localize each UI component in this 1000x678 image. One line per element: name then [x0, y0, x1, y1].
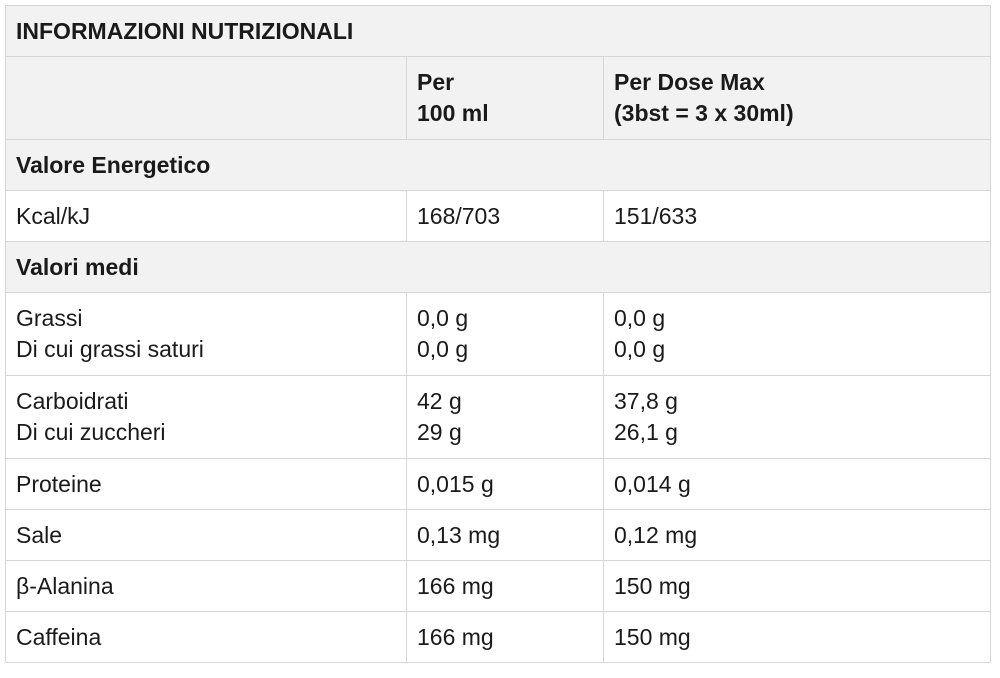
- row-value-per-dose: 37,8 g 26,1 g: [602, 375, 992, 459]
- row-value-line: 29 g: [417, 419, 462, 445]
- row-value-per-dose: 0,0 g 0,0 g: [602, 292, 992, 376]
- row-label: Proteine: [5, 458, 407, 510]
- table-row: Sale 0,13 mg 0,12 mg: [5, 509, 992, 561]
- table-row: Carboidrati Di cui zuccheri 42 g 29 g 37…: [5, 375, 992, 459]
- header-per-100ml-line: 100 ml: [417, 100, 489, 126]
- row-label: Grassi Di cui grassi saturi: [5, 292, 407, 376]
- row-label-line: Di cui grassi saturi: [16, 336, 204, 362]
- row-value-per-100ml: 0,0 g 0,0 g: [406, 292, 604, 376]
- row-value-per-dose: 150 mg: [602, 560, 992, 612]
- row-label: Kcal/kJ: [5, 190, 407, 242]
- row-value-per-dose: 151/633: [602, 190, 992, 242]
- row-value-per-100ml: 0,015 g: [406, 458, 604, 510]
- header-empty-cell: [5, 56, 407, 140]
- row-value-line: 37,8 g: [614, 388, 678, 414]
- section-row-avg: Valori medi: [4, 241, 992, 293]
- column-header-row: Per 100 ml Per Dose Max (3bst = 3 x 30ml…: [5, 56, 992, 140]
- table-row: Grassi Di cui grassi saturi 0,0 g 0,0 g …: [5, 292, 992, 376]
- row-value-per-dose: 150 mg: [602, 611, 992, 663]
- row-value-line: 0,0 g: [417, 305, 469, 331]
- table-row: β-Alanina 166 mg 150 mg: [5, 560, 992, 612]
- row-value-per-dose: 0,014 g: [602, 458, 992, 510]
- row-label: Sale: [5, 509, 407, 561]
- table-row: Caffeina 166 mg 150 mg: [5, 611, 992, 663]
- header-per-100ml-line: Per: [417, 69, 455, 95]
- table-row: Kcal/kJ 168/703 151/633: [5, 190, 992, 242]
- header-per-dose-line: Per Dose Max: [614, 69, 765, 95]
- row-value-per-100ml: 42 g 29 g: [406, 375, 604, 459]
- row-value-line: 42 g: [417, 388, 462, 414]
- row-value-line: 0,0 g: [417, 336, 469, 362]
- section-title-energy: Valore Energetico: [4, 139, 992, 191]
- row-value-per-100ml: 166 mg: [406, 611, 604, 663]
- row-label-line: Grassi: [16, 305, 83, 331]
- row-value-per-100ml: 166 mg: [406, 560, 604, 612]
- row-label: Carboidrati Di cui zuccheri: [5, 375, 407, 459]
- table-title-row: INFORMAZIONI NUTRIZIONALI: [4, 5, 992, 57]
- row-label: Caffeina: [5, 611, 407, 663]
- row-value-per-100ml: 0,13 mg: [406, 509, 604, 561]
- table-row: Proteine 0,015 g 0,014 g: [5, 458, 992, 510]
- row-value-line: 0,0 g: [614, 336, 666, 362]
- row-label: β-Alanina: [5, 560, 407, 612]
- row-value-line: 26,1 g: [614, 419, 678, 445]
- nutrition-table: INFORMAZIONI NUTRIZIONALI Per 100 ml Per…: [4, 5, 992, 663]
- header-per-dose: Per Dose Max (3bst = 3 x 30ml): [602, 56, 992, 140]
- header-per-dose-line: (3bst = 3 x 30ml): [614, 100, 794, 126]
- section-row-energy: Valore Energetico: [4, 139, 992, 191]
- section-title-avg: Valori medi: [4, 241, 992, 293]
- row-value-per-dose: 0,12 mg: [602, 509, 992, 561]
- row-label-line: Carboidrati: [16, 388, 129, 414]
- row-value-per-100ml: 168/703: [406, 190, 604, 242]
- header-per-100ml: Per 100 ml: [406, 56, 604, 140]
- table-title: INFORMAZIONI NUTRIZIONALI: [4, 5, 992, 57]
- row-label-line: Di cui zuccheri: [16, 419, 166, 445]
- row-value-line: 0,0 g: [614, 305, 666, 331]
